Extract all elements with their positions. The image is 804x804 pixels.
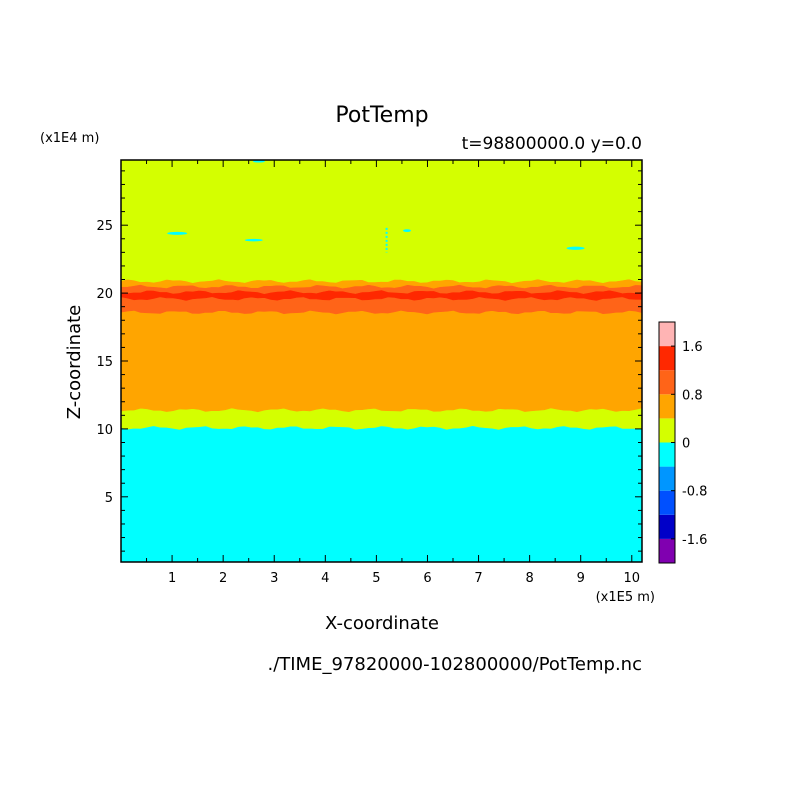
colorbar-swatch <box>659 322 675 347</box>
contour-patch <box>403 229 412 233</box>
x-tick-label: 10 <box>624 571 641 586</box>
colorbar-swatch <box>659 394 675 419</box>
contour-bands <box>120 159 643 563</box>
contour-patch <box>167 231 188 235</box>
y-axis: 5 10 15 20 25 <box>96 170 642 552</box>
contour-details <box>167 160 585 253</box>
y-axis-label: Z-coordinate <box>64 305 85 420</box>
colorbar-swatch <box>659 538 675 563</box>
colorbar-label: 0.8 <box>682 388 703 403</box>
x-tick-label: 3 <box>270 571 278 586</box>
x-tick-label: 9 <box>577 571 585 586</box>
x-tick-label: 5 <box>372 571 380 586</box>
colorbar-swatch <box>659 418 675 443</box>
colorbar-label: 0 <box>682 437 690 452</box>
x-tick-label: 4 <box>321 571 329 586</box>
x-tick-label: 2 <box>219 571 227 586</box>
y-tick-label: 15 <box>96 355 113 370</box>
contour-band <box>120 159 643 284</box>
colorbar-swatch <box>659 442 675 467</box>
footer-path: ./TIME_97820000-102800000/PotTemp.nc <box>267 654 642 675</box>
colorbar-swatch <box>659 466 675 491</box>
chart-subtitle: t=98800000.0 y=0.0 <box>462 134 642 154</box>
colorbar-label: 1.6 <box>682 340 703 355</box>
colorbar-swatch <box>659 490 675 515</box>
x-axis: 1 2 3 4 5 6 7 8 9 10 <box>146 160 641 586</box>
contour-patch <box>566 246 585 250</box>
contour-band <box>120 425 643 563</box>
contour-band <box>120 296 643 315</box>
y-tick-label: 10 <box>96 423 113 438</box>
x-tick-label: 8 <box>525 571 533 586</box>
y-tick-label: 20 <box>96 287 113 302</box>
colorbar-swatch <box>659 514 675 539</box>
x-unit-label: (x1E5 m) <box>596 590 655 605</box>
x-tick-label: 6 <box>423 571 431 586</box>
chart-title: PotTemp <box>335 103 428 128</box>
contour-patch <box>244 238 263 242</box>
x-tick-label: 1 <box>168 571 176 586</box>
colorbar: 1.6 0.8 0 -0.8 -1.6 <box>658 321 707 564</box>
colorbar-label: -0.8 <box>682 485 707 500</box>
y-tick-label: 5 <box>105 491 113 506</box>
contour-band <box>120 309 643 413</box>
contour-patch <box>252 160 265 163</box>
colorbar-swatch <box>659 370 675 395</box>
x-tick-label: 7 <box>474 571 482 586</box>
colorbar-label: -1.6 <box>682 533 707 548</box>
colorbar-swatch <box>659 346 675 371</box>
x-axis-label: X-coordinate <box>325 613 439 634</box>
y-tick-label: 25 <box>96 219 113 234</box>
y-unit-label: (x1E4 m) <box>40 131 99 146</box>
